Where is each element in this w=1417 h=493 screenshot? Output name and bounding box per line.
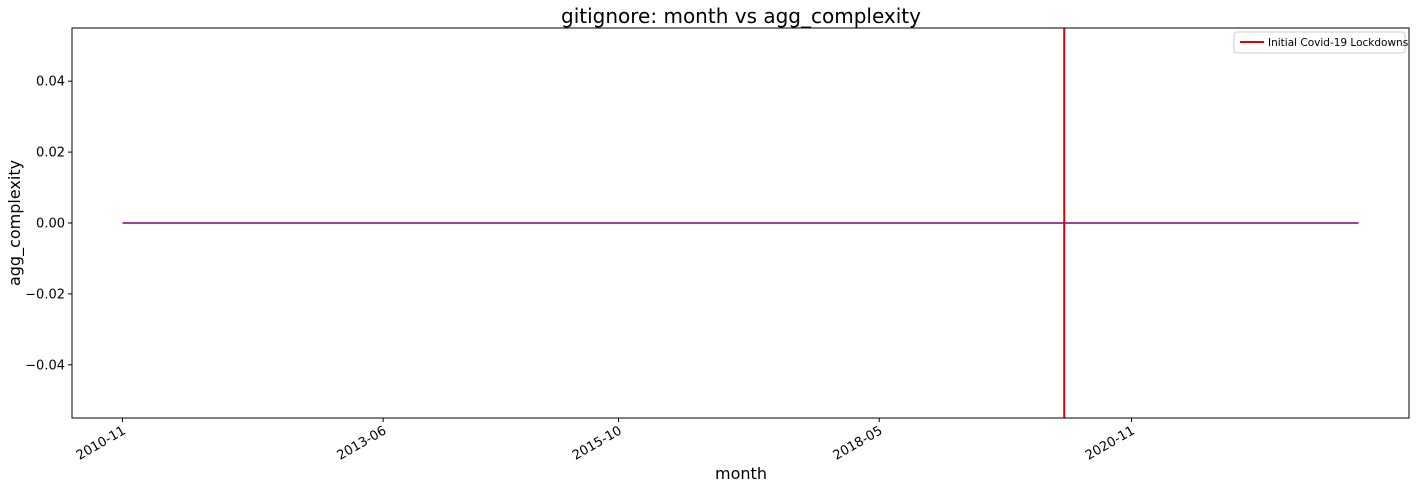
x-tick-label: 2015-10: [570, 423, 625, 463]
x-tick-label: 2010-11: [74, 423, 129, 463]
x-tick-label: 2018-05: [831, 423, 886, 463]
y-tick-label: −0.02: [25, 287, 65, 302]
x-tick-label: 2013-06: [335, 423, 390, 463]
x-axis-ticks: 2010-11 2013-06 2015-10 2018-05 2020-11: [74, 418, 1138, 464]
y-tick-label: 0.02: [36, 146, 65, 161]
legend-label-covid-lockdowns: Initial Covid-19 Lockdowns: [1268, 37, 1408, 49]
x-axis-label: month: [715, 464, 767, 483]
y-tick-label: 0.04: [36, 75, 65, 90]
plot-marks: [122, 28, 1359, 418]
y-tick-label: −0.04: [25, 358, 65, 373]
y-tick-label: 0.00: [36, 217, 65, 232]
y-axis-label: agg_complexity: [5, 160, 25, 286]
x-tick-label: 2020-11: [1083, 423, 1138, 463]
legend-box: [1233, 31, 1406, 54]
y-axis-ticks: −0.04 −0.02 0.00 0.02 0.04: [25, 75, 72, 373]
chart-title: gitignore: month vs agg_complexity: [561, 4, 921, 28]
legend: Initial Covid-19 Lockdowns: [1233, 31, 1408, 54]
